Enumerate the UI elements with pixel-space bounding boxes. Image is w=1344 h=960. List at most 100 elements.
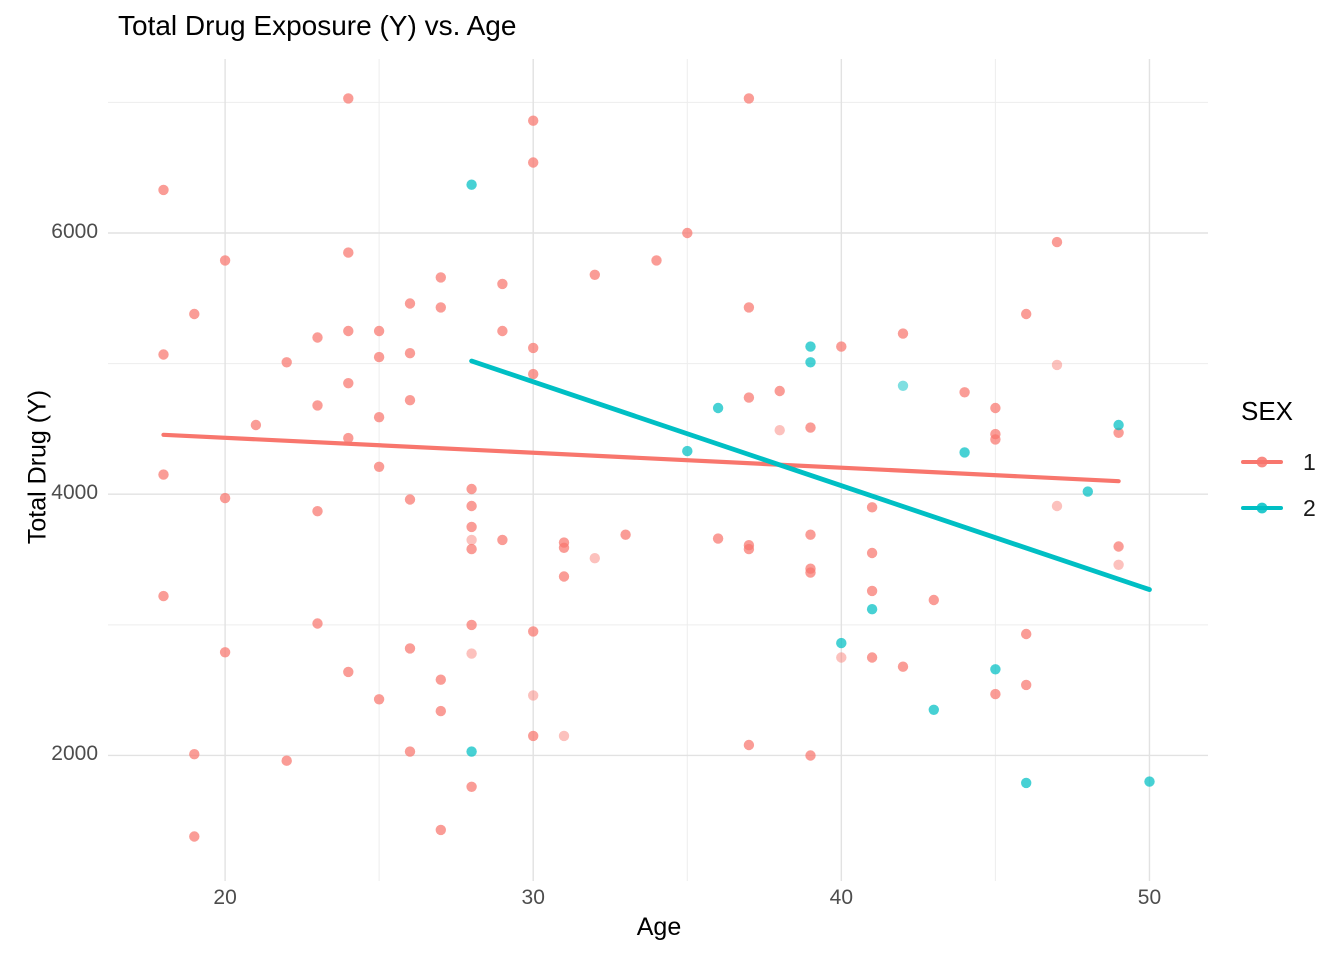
data-point-sex1 [497,325,508,337]
data-point-sex1 [1020,679,1032,691]
data-point-sex1 [219,255,231,266]
data-point-sex1 [158,469,169,480]
data-point-sex1 [281,755,292,766]
data-point-sex1 [897,328,909,339]
data-point-sex2 [1144,776,1155,787]
data-point-sex1 [435,705,446,717]
data-point-sex1 [497,278,508,290]
x-tick-label: 30 [521,886,545,909]
data-point-sex1 [836,341,847,352]
data-point-sex1 [528,342,539,354]
legend-item-sex2: 2 [1241,495,1316,521]
legend-item-sex1: 1 [1241,449,1316,475]
data-point-sex1 [404,746,416,757]
data-point-sex1 [928,594,939,606]
data-point-sex1 [312,400,323,411]
data-point-sex1 [158,590,169,602]
legend-title: SEX [1241,396,1294,426]
x-axis-title: Age [636,913,682,941]
data-point-sex1 [189,308,200,320]
x-tick-label: 40 [829,886,853,909]
data-point-sex1 [404,348,416,359]
data-point-sex1 [1113,541,1124,552]
data-point-sex1 [1020,628,1032,640]
data-point-sex1 [373,461,385,472]
y-tick-label: 6000 [51,219,98,243]
y-tick-label: 4000 [51,481,98,505]
data-point-sex2 [866,604,878,615]
data-point-sex1 [435,674,446,685]
data-point-sex1 [743,543,755,555]
data-point-sex1 [466,500,477,512]
data-point-sex2 [836,637,847,649]
data-point-sex2 [897,380,909,391]
data-point-sex1 [466,521,477,533]
data-point-sex1 [990,688,1001,700]
data-point-sex1 [743,302,755,313]
data-point-sex1 [435,302,446,313]
data-point-sex2 [805,341,816,352]
data-point-sex1 [897,661,909,672]
data-point-sex1 [373,412,385,423]
trend-line-sex2 [469,358,1152,592]
data-point-sex1 [312,332,323,343]
data-point-sex1 [1051,500,1063,512]
data-point-sex1 [466,781,477,792]
data-point-sex1 [990,402,1001,414]
data-point-sex2 [959,447,970,458]
data-point-sex1 [404,643,416,654]
data-point-sex1 [866,652,878,663]
data-point-sex1 [373,325,385,337]
data-point-sex1 [866,547,878,559]
data-point-sex1 [620,529,631,540]
data-point-sex1 [589,269,600,280]
data-point-sex1 [743,392,755,403]
data-point-sex1 [774,425,785,436]
data-point-sex1 [343,666,354,678]
trend-line-sex1 [161,432,1121,484]
legend-key-line-dot-icon [1241,456,1283,468]
data-point-sex1 [312,506,323,517]
x-tick-label: 50 [1137,886,1162,909]
data-point-sex1 [435,824,446,836]
data-point-sex1 [558,542,570,553]
data-point-sex1 [404,494,416,505]
data-point-sex1 [219,647,231,658]
data-point-sex1 [651,255,662,266]
data-point-sex1 [373,694,385,705]
data-point-sex2 [805,357,816,368]
data-point-sex1 [743,739,755,751]
data-point-sex1 [866,502,878,513]
data-point-sex2 [712,402,724,414]
y-tick-label: 2000 [51,742,98,766]
data-point-sex1 [219,492,231,504]
data-point-sex1 [343,325,354,337]
data-point-sex2 [990,664,1001,675]
data-point-sex1 [805,750,816,761]
data-point-sex1 [836,652,847,663]
data-point-sex1 [743,93,755,104]
data-point-sex1 [805,422,816,433]
data-point-sex1 [805,529,816,540]
data-point-sex1 [589,553,600,564]
data-point-sex1 [959,387,970,398]
data-point-sex1 [1113,427,1124,438]
data-point-sex1 [1051,236,1063,248]
data-point-sex1 [343,93,354,104]
data-point-sex1 [497,534,508,546]
data-point-sex1 [682,227,693,239]
data-point-sex1 [189,749,200,760]
data-point-sex1 [189,831,200,842]
data-point-sex1 [466,648,477,659]
data-point-sex2 [466,746,477,757]
data-point-sex1 [866,585,878,597]
legend-label-sex1: 1 [1303,448,1316,475]
data-point-sex1 [466,619,477,631]
x-tick-label: 20 [213,886,237,909]
data-point-sex1 [466,543,477,555]
data-point-sex1 [343,247,354,258]
data-point-sex1 [404,395,416,406]
data-point-sex1 [1051,359,1063,371]
